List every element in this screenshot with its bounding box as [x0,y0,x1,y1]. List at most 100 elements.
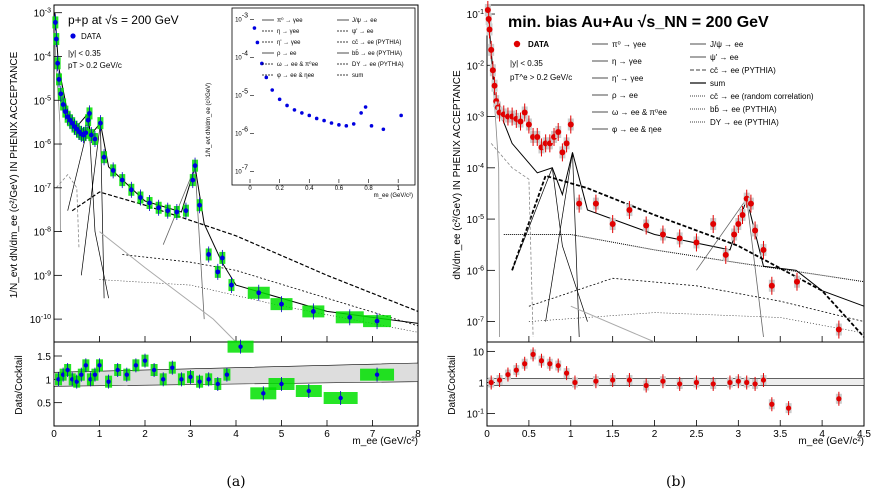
x-tick-label: 2 [142,429,148,440]
inset-data-point [337,123,341,127]
panel-b-ylabel: dN/dm_ee (c²/GeV) IN PHENIX ACCEPTANCE [452,70,463,280]
x-tick-label: 1.5 [606,429,620,440]
data-point [52,20,58,25]
data-point [174,209,180,215]
panel-b-xlabel: m_ee (GeV/c²) [798,436,864,447]
x-tick-label: 3.5 [773,429,787,440]
panel-a-ratio-points: 0.5 1 1.5 [37,339,419,410]
jpsi-curve [696,197,764,338]
inset-data-point [399,113,403,118]
legend-entry: η' → γee [612,74,644,83]
ratio-point [727,379,733,386]
inset-y-tick-label: 10-5 [235,89,248,100]
ratio-point [530,351,536,357]
panel-b-main-frame [486,4,865,343]
ratio-point [538,358,545,364]
ratio-point [643,382,649,389]
data-point [374,318,380,324]
data-point [192,163,198,169]
data-point [310,309,316,314]
ratio-point [677,381,683,387]
data-point [60,102,66,107]
panel-b-legend-data: DATA [528,40,549,49]
inset-legend-entry: η' → γee [277,40,301,46]
ratio-point [215,381,220,387]
data-point [88,132,94,138]
panel-b-title: min. bias Au+Au √s_NN = 200 GeV [508,14,769,31]
cocktail-uncertainty-band [53,362,419,387]
inset-y-tick-label: 10-4 [235,51,248,62]
data-point [87,111,92,116]
ratio-point [374,372,380,377]
ratio-y-tick-label: 1 [45,375,51,386]
panel-a-note-pt: pT > 0.2 GeV/c [68,61,122,70]
ratio-point [610,377,616,383]
ratio-point [188,374,193,380]
x-tick-label: 2 [652,429,658,440]
panel-b-note-y: |y| < 0.35 [510,59,543,68]
inset-data-point [277,97,282,102]
panel-a-inset-content: 0 0.2 0.4 0.6 0.8 1 10-7 10-6 10-5 10-4 10-3 π⁰ → γ… [235,13,404,192]
data-point [592,200,599,207]
panel-a-ylabel: 1/N_evt dN/dm_ee (c²/GeV) IN PHENIX ACCE… [9,51,20,298]
rho-curve [99,231,237,343]
inset-data-point [307,113,312,118]
data-point [190,177,196,183]
panel-b-legend-marker [513,40,521,48]
ratio-point [261,391,266,396]
legend-entry: bb̄ → ee (PYTHIA) [710,105,777,114]
data-point [256,290,262,296]
ratio-point [572,379,578,386]
data-point [710,221,717,228]
data-point [156,205,162,211]
data-point [731,231,738,238]
cocktail-sum [487,9,865,307]
inset-legend-entry: J/ψ → ee [352,18,378,24]
inset-data-point [322,118,326,123]
inset-data-point [285,103,289,108]
ratio-point [547,361,553,367]
ratio-point [65,367,70,373]
x-tick-label: 6 [324,429,330,440]
omega-curve [67,123,109,299]
ratio-y-tick-label: 10 [473,347,485,358]
inset-data-point [292,108,297,112]
panel-b-legend: π⁰ → γee η → γee η' → γee ρ → ee ω → ee & π⁰… [592,40,814,134]
panel-a-ratio-ylabel: Data/Cocktail [14,355,25,414]
pi0-curve [54,43,61,232]
inset-y-tick-label: 10-7 [235,165,248,176]
y-tick-label: 10-6 [34,139,51,151]
y-tick-label: 10-10 [30,314,51,326]
data-point [279,301,284,307]
legend-entry: cc̄ → ee (random correlation) [710,92,814,101]
x-tick-label: 0 [484,429,490,440]
eta-curve [55,173,80,250]
inset-data-point [270,88,275,92]
panel-b-ratio-ylabel: Data/Cocktail [447,355,458,414]
ratio-point [760,377,767,383]
ratio-point [752,381,758,387]
caption-a: (a) [226,474,245,490]
panel-a-title: p+p at √s = 200 GeV [68,13,179,27]
y-tick-label: 10-4 [467,163,484,175]
ratio-point [555,362,561,369]
y-tick-label: 10-6 [467,265,484,277]
ratio-point [142,358,148,363]
panel-b-data-points [484,0,842,339]
y-tick-label: 10-7 [467,317,484,329]
data-point [626,207,633,214]
charm-curve [71,191,419,312]
inset-data-point [314,116,319,121]
ratio-point [693,379,700,386]
panel-a-xlabel: m_ee (GeV/c²) [352,436,418,447]
x-tick-label: 2.5 [689,429,703,440]
data-point [835,326,842,333]
inset-x-tick-label: 1 [397,186,401,192]
legend-entry: J/ψ → ee [710,40,744,49]
data-point [752,227,759,234]
data-point [65,114,71,120]
rho-curve [570,305,655,343]
inset-y-tick-label: 10-3 [235,13,248,24]
y-tick-label: 10-5 [467,214,484,226]
x-tick-label: 1 [568,429,574,440]
